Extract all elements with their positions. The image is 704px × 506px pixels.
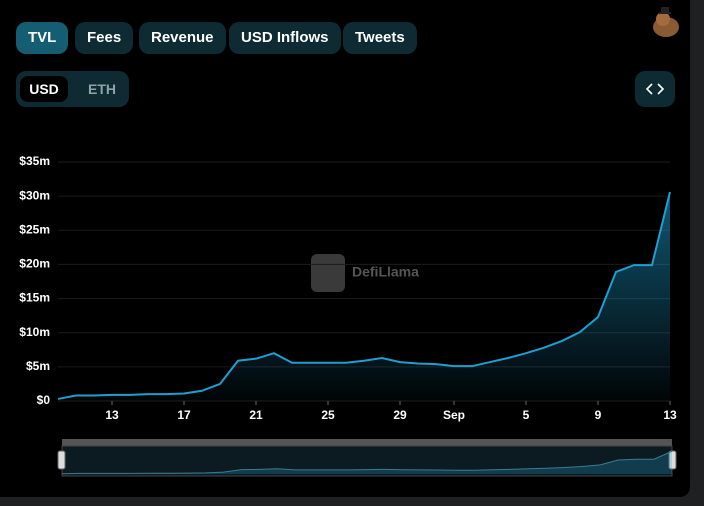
tab[interactable]: TVL — [16, 22, 69, 54]
x-tick-label: 17 — [177, 408, 191, 422]
slider-bar[interactable] — [62, 439, 672, 446]
y-tick-label: $30m — [19, 188, 50, 202]
currency-toggle: USD ETH — [16, 71, 129, 107]
y-tick-label: $25m — [19, 222, 50, 236]
y-tick-label: $0 — [37, 393, 51, 407]
overview-area — [62, 451, 672, 474]
y-tick-label: $20m — [19, 257, 50, 271]
currency-option[interactable]: ETH — [88, 81, 116, 97]
y-tick-label: $35m — [19, 154, 50, 168]
y-tick-label: $10m — [19, 325, 50, 339]
tab[interactable]: Tweets — [343, 22, 417, 54]
slider-handle[interactable] — [668, 450, 677, 470]
watermark-text: DefiLlama — [352, 264, 419, 280]
y-tick-label: $15m — [19, 291, 50, 305]
panel: TVL Fees Revenue USD Inflows Tweets USD ETH D… — [0, 0, 690, 497]
x-tick-label: 5 — [523, 408, 530, 422]
avatar — [653, 7, 679, 37]
x-tick-label: 25 — [321, 408, 335, 422]
tab[interactable]: Revenue — [139, 22, 226, 54]
x-tick-label: 21 — [249, 408, 263, 422]
embed-icon — [645, 83, 665, 95]
tab[interactable]: Fees — [75, 22, 134, 54]
x-tick-label: 13 — [663, 408, 677, 422]
embed-button[interactable] — [635, 71, 675, 107]
x-tick-label: Sep — [443, 408, 465, 422]
x-tick-label: 29 — [393, 408, 407, 422]
overview-line — [61, 450, 673, 475]
y-tick-label: $5m — [26, 359, 50, 373]
watermark: DefiLlama — [311, 254, 419, 292]
x-tick-label: 9 — [595, 408, 602, 422]
currency-option[interactable]: USD — [20, 76, 68, 102]
area — [58, 192, 670, 401]
line — [57, 191, 671, 400]
slider-handle[interactable] — [57, 450, 66, 470]
chart: DefiLlama $0 $5m $10m $15m $20m $25m $30m $35m 1… — [19, 154, 677, 477]
tab[interactable]: USD Inflows — [229, 22, 341, 54]
x-tick-label: 13 — [105, 408, 119, 422]
